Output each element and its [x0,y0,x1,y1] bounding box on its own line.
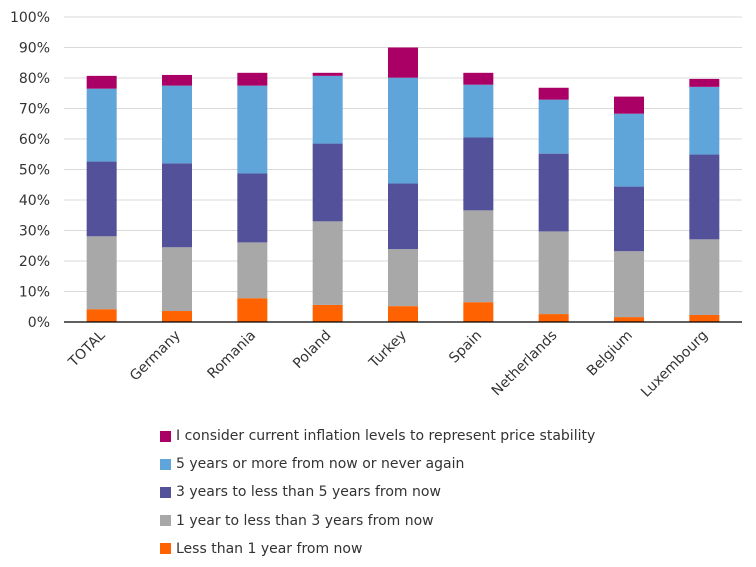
bar-segment [538,153,569,232]
legend-swatch [160,458,171,470]
bar-segment [162,247,192,312]
bar-segment [614,96,644,114]
y-tick-label: 20% [19,254,50,270]
bar-segment [86,88,117,162]
bar-segment [237,298,268,322]
legend-label: 1 year to less than 3 years from now [176,512,434,529]
bar-segment [689,154,720,240]
y-tick-label: 80% [19,71,50,87]
y-tick-label: 10% [19,285,50,301]
bar-segment [463,84,494,138]
y-tick-label: 60% [19,132,50,148]
bar-segment [86,309,117,322]
legend: I consider current inflation levels to r… [160,422,595,563]
y-tick-label: 0% [28,315,50,331]
legend-label: 3 years to less than 5 years from now [176,484,441,501]
bar-segment [463,72,494,85]
bar-segment [388,249,418,307]
bar-segment [538,99,569,154]
bar-segment [86,75,117,89]
bar-segment [86,161,117,237]
x-tick-label: Spain [446,328,485,367]
bar-segment [614,251,644,318]
y-tick-label: 30% [19,224,50,240]
bar-segment [689,314,720,322]
x-tick-label: TOTAL [65,327,109,371]
bar-segment [237,72,268,86]
legend-swatch [160,486,171,498]
x-tick-label: Netherlands [489,328,561,400]
legend-item: I consider current inflation levels to r… [160,422,595,450]
legend-swatch [160,515,171,527]
bar-segment [312,143,343,222]
bar-segment [689,239,720,315]
legend-item: Less than 1 year from now [160,535,595,563]
bar-segment [86,236,117,310]
y-tick-label: 40% [19,193,50,209]
x-tick-label: Belgium [584,328,636,380]
x-tick-label: Romania [205,328,260,383]
bar-segment [162,74,192,86]
legend-label: 5 years or more from now or never again [176,456,465,473]
bar-segment [689,86,720,155]
bar-segment [614,186,644,252]
bar-segment [388,77,418,184]
bar-segment [463,137,494,211]
x-tick-label: Poland [290,328,334,372]
y-tick-label: 90% [19,41,50,57]
bar-segment [538,231,569,315]
bar-segment [162,85,192,164]
bar-segment [162,311,192,322]
bar-segment [237,242,268,299]
x-tick-label: Germany [127,328,184,385]
legend-item: 1 year to less than 3 years from now [160,507,595,535]
bar-segment [463,210,494,303]
legend-label: I consider current inflation levels to r… [176,428,596,445]
bar-segment [312,304,343,322]
bar-segment [388,183,418,250]
y-tick-label: 50% [19,163,50,179]
stacked-bar-chart: 0% 10% 20% 30% 40% 50% 60% 70% 80% 90% 100% TOTAL Ge… [10,10,742,401]
bar-segment [237,173,268,243]
bar-segment [312,221,343,305]
legend-label: Less than 1 year from now [176,540,363,557]
bar-segment [237,85,268,174]
x-tick-label: Luxembourg [638,328,711,401]
legend-item: 3 years to less than 5 years from now [160,478,595,506]
bar-segment [538,314,569,322]
legend-item: 5 years or more from now or never again [160,450,595,478]
bar-segment [614,317,644,322]
x-tick-label: Turkey [366,328,410,372]
y-tick-label: 70% [19,102,50,118]
legend-swatch [160,543,171,555]
bar-segment [312,72,343,76]
y-tick-label: 100% [10,10,50,26]
bar-segment [388,47,418,78]
bar-segment [689,78,720,87]
bar-segment [614,113,644,187]
bar-segment [162,163,192,248]
bar-segment [312,75,343,144]
bar-segment [463,302,494,322]
legend-swatch [160,430,171,442]
bar-segment [388,306,418,322]
bar-segment [538,87,569,100]
